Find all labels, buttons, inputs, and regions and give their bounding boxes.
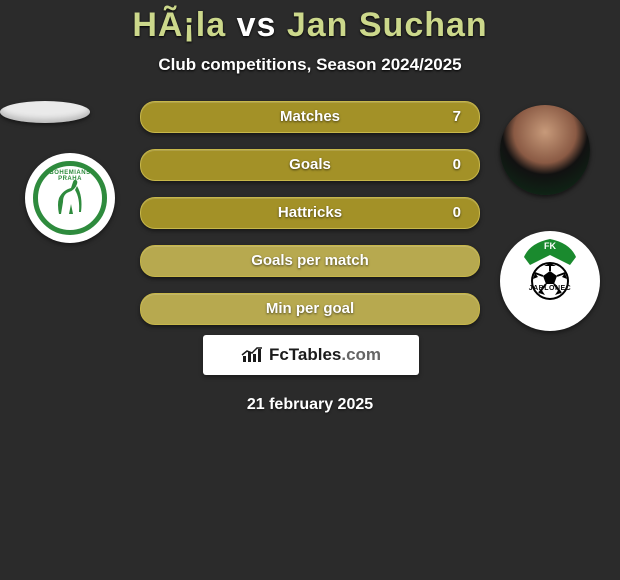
- stat-bars: Matches 7 Goals 0 Hattricks 0 Goals per …: [140, 101, 480, 341]
- stat-label: Matches: [141, 102, 479, 132]
- kangaroo-icon: [53, 178, 87, 218]
- stat-value: 0: [453, 150, 461, 180]
- watermark: FcTables.com: [203, 335, 419, 375]
- comparison-stage: BOHEMIANS PRAHA Matches 7 Goals 0 Hattri…: [0, 101, 620, 123]
- player-right-club-crest: FK JABLONEC: [500, 231, 600, 331]
- chart-icon: [241, 346, 263, 364]
- player-left-avatar: [0, 101, 90, 123]
- svg-text:FK: FK: [544, 241, 556, 251]
- player-left-club-crest: BOHEMIANS PRAHA: [25, 153, 115, 243]
- page-title: HÃ¡la vs Jan Suchan: [0, 0, 620, 45]
- watermark-brand: FcTables: [269, 345, 341, 364]
- stat-label: Goals: [141, 150, 479, 180]
- crest-right-banner: JABLONEC: [500, 285, 600, 292]
- soccer-ball-icon: FK: [510, 237, 590, 317]
- date-label: 21 february 2025: [0, 396, 620, 414]
- stat-bar-matches: Matches 7: [140, 101, 480, 133]
- stat-bar-hattricks: Hattricks 0: [140, 197, 480, 229]
- crest-ring: BOHEMIANS PRAHA: [33, 161, 107, 235]
- stat-label: Hattricks: [141, 198, 479, 228]
- stat-bar-goals: Goals 0: [140, 149, 480, 181]
- stat-value: 7: [453, 102, 461, 132]
- stat-bar-min-per-goal: Min per goal: [140, 293, 480, 325]
- player-right-avatar: [500, 105, 590, 195]
- title-player-right: Jan Suchan: [287, 6, 488, 44]
- watermark-text: FcTables.com: [269, 345, 381, 365]
- title-vs: vs: [237, 6, 277, 44]
- stat-value: 0: [453, 198, 461, 228]
- subtitle: Club competitions, Season 2024/2025: [0, 55, 620, 75]
- crest-left-name: BOHEMIANS PRAHA: [38, 170, 102, 182]
- title-player-left: HÃ¡la: [132, 6, 226, 44]
- watermark-domain: .com: [341, 345, 381, 364]
- stat-bar-goals-per-match: Goals per match: [140, 245, 480, 277]
- stat-label: Goals per match: [141, 246, 479, 276]
- stat-label: Min per goal: [141, 294, 479, 324]
